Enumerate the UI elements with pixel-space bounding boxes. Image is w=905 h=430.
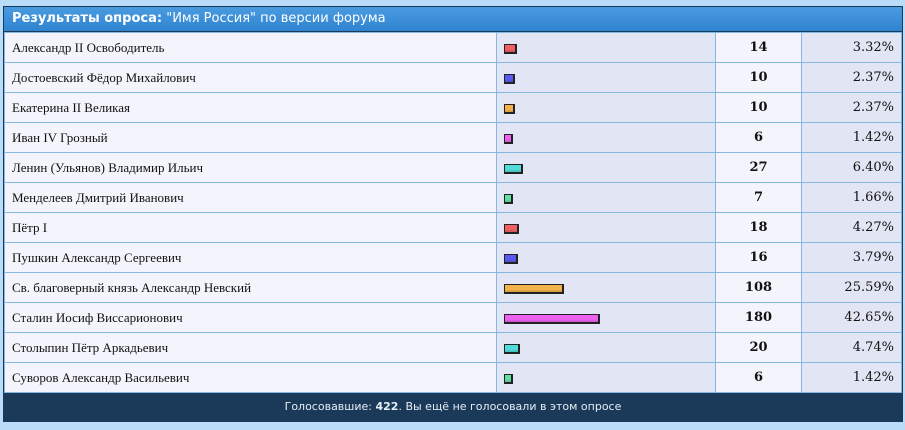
option-name: Александр II Освободитель (4, 32, 497, 63)
table-row: Св. благоверный князь Александр Невский … (4, 272, 902, 303)
vote-count: 18 (715, 212, 802, 243)
vote-percent: 3.32% (801, 32, 902, 63)
bar-cell (496, 32, 716, 63)
option-name: Достоевский Фёдор Михайлович (4, 62, 497, 93)
vote-percent: 25.59% (801, 272, 902, 303)
option-name: Ленин (Ульянов) Владимир Ильич (4, 152, 497, 183)
poll-results: Результаты опроса: "Имя Россия" по верси… (3, 6, 903, 422)
option-name: Пушкин Александр Сергеевич (4, 242, 497, 273)
vote-count: 27 (715, 152, 802, 183)
result-bar (504, 163, 523, 174)
voters-label: Голосовавшие: (284, 400, 372, 413)
voted-status: . Вы ещё не голосовали в этом опросе (398, 400, 622, 413)
vote-count: 6 (715, 122, 802, 153)
result-bar (504, 193, 513, 204)
vote-count: 20 (715, 332, 802, 363)
result-bar (504, 133, 513, 144)
poll-title: "Имя Россия" по версии форума (166, 11, 386, 26)
result-bar (504, 253, 518, 264)
vote-percent: 1.42% (801, 362, 902, 393)
table-row: Екатерина II Великая 10 2.37% (4, 92, 902, 123)
bar-cell (496, 92, 716, 123)
result-bar (504, 373, 513, 384)
option-name: Иван IV Грозный (4, 122, 497, 153)
table-row: Суворов Александр Васильевич 6 1.42% (4, 362, 902, 393)
vote-count: 16 (715, 242, 802, 273)
vote-percent: 2.37% (801, 92, 902, 123)
vote-count: 7 (715, 182, 802, 213)
vote-percent: 42.65% (801, 302, 902, 333)
results-table: Александр II Освободитель 14 3.32% Достое… (4, 32, 902, 393)
bar-cell (496, 332, 716, 363)
bar-cell (496, 242, 716, 273)
bar-cell (496, 122, 716, 153)
poll-header-label: Результаты опроса: (12, 11, 163, 26)
vote-percent: 4.74% (801, 332, 902, 363)
vote-count: 10 (715, 62, 802, 93)
table-row: Пётр I 18 4.27% (4, 212, 902, 243)
vote-count: 180 (715, 302, 802, 333)
result-bar (504, 283, 564, 294)
vote-count: 14 (715, 32, 802, 63)
vote-percent: 3.79% (801, 242, 902, 273)
option-name: Столыпин Пётр Аркадьевич (4, 332, 497, 363)
option-name: Суворов Александр Васильевич (4, 362, 497, 393)
table-row: Иван IV Грозный 6 1.42% (4, 122, 902, 153)
option-name: Екатерина II Великая (4, 92, 497, 123)
vote-percent: 2.37% (801, 62, 902, 93)
bar-cell (496, 62, 716, 93)
bar-cell (496, 152, 716, 183)
bar-cell (496, 272, 716, 303)
bar-cell (496, 212, 716, 243)
option-name: Менделеев Дмитрий Иванович (4, 182, 497, 213)
table-row: Столыпин Пётр Аркадьевич 20 4.74% (4, 332, 902, 363)
vote-percent: 4.27% (801, 212, 902, 243)
result-bar (504, 343, 520, 354)
bar-cell (496, 302, 716, 333)
bar-cell (496, 362, 716, 393)
option-name: Пётр I (4, 212, 497, 243)
option-name: Сталин Иосиф Виссарионович (4, 302, 497, 333)
vote-count: 10 (715, 92, 802, 123)
option-name: Св. благоверный князь Александр Невский (4, 272, 497, 303)
table-row: Сталин Иосиф Виссарионович 180 42.65% (4, 302, 902, 333)
vote-percent: 1.42% (801, 122, 902, 153)
table-row: Менделеев Дмитрий Иванович 7 1.66% (4, 182, 902, 213)
poll-header: Результаты опроса: "Имя Россия" по верси… (4, 7, 902, 32)
result-bar (504, 223, 519, 234)
result-bar (504, 43, 517, 54)
voters-total: 422 (375, 400, 399, 413)
poll-footer: Голосовавшие: 422. Вы ещё не голосовали … (4, 393, 902, 421)
result-bar (504, 313, 600, 324)
result-bar (504, 73, 515, 84)
vote-percent: 6.40% (801, 152, 902, 183)
table-row: Пушкин Александр Сергеевич 16 3.79% (4, 242, 902, 273)
vote-count: 6 (715, 362, 802, 393)
bar-cell (496, 182, 716, 213)
vote-count: 108 (715, 272, 802, 303)
result-bar (504, 103, 515, 114)
vote-percent: 1.66% (801, 182, 902, 213)
table-row: Достоевский Фёдор Михайлович 10 2.37% (4, 62, 902, 93)
table-row: Александр II Освободитель 14 3.32% (4, 32, 902, 63)
table-row: Ленин (Ульянов) Владимир Ильич 27 6.40% (4, 152, 902, 183)
